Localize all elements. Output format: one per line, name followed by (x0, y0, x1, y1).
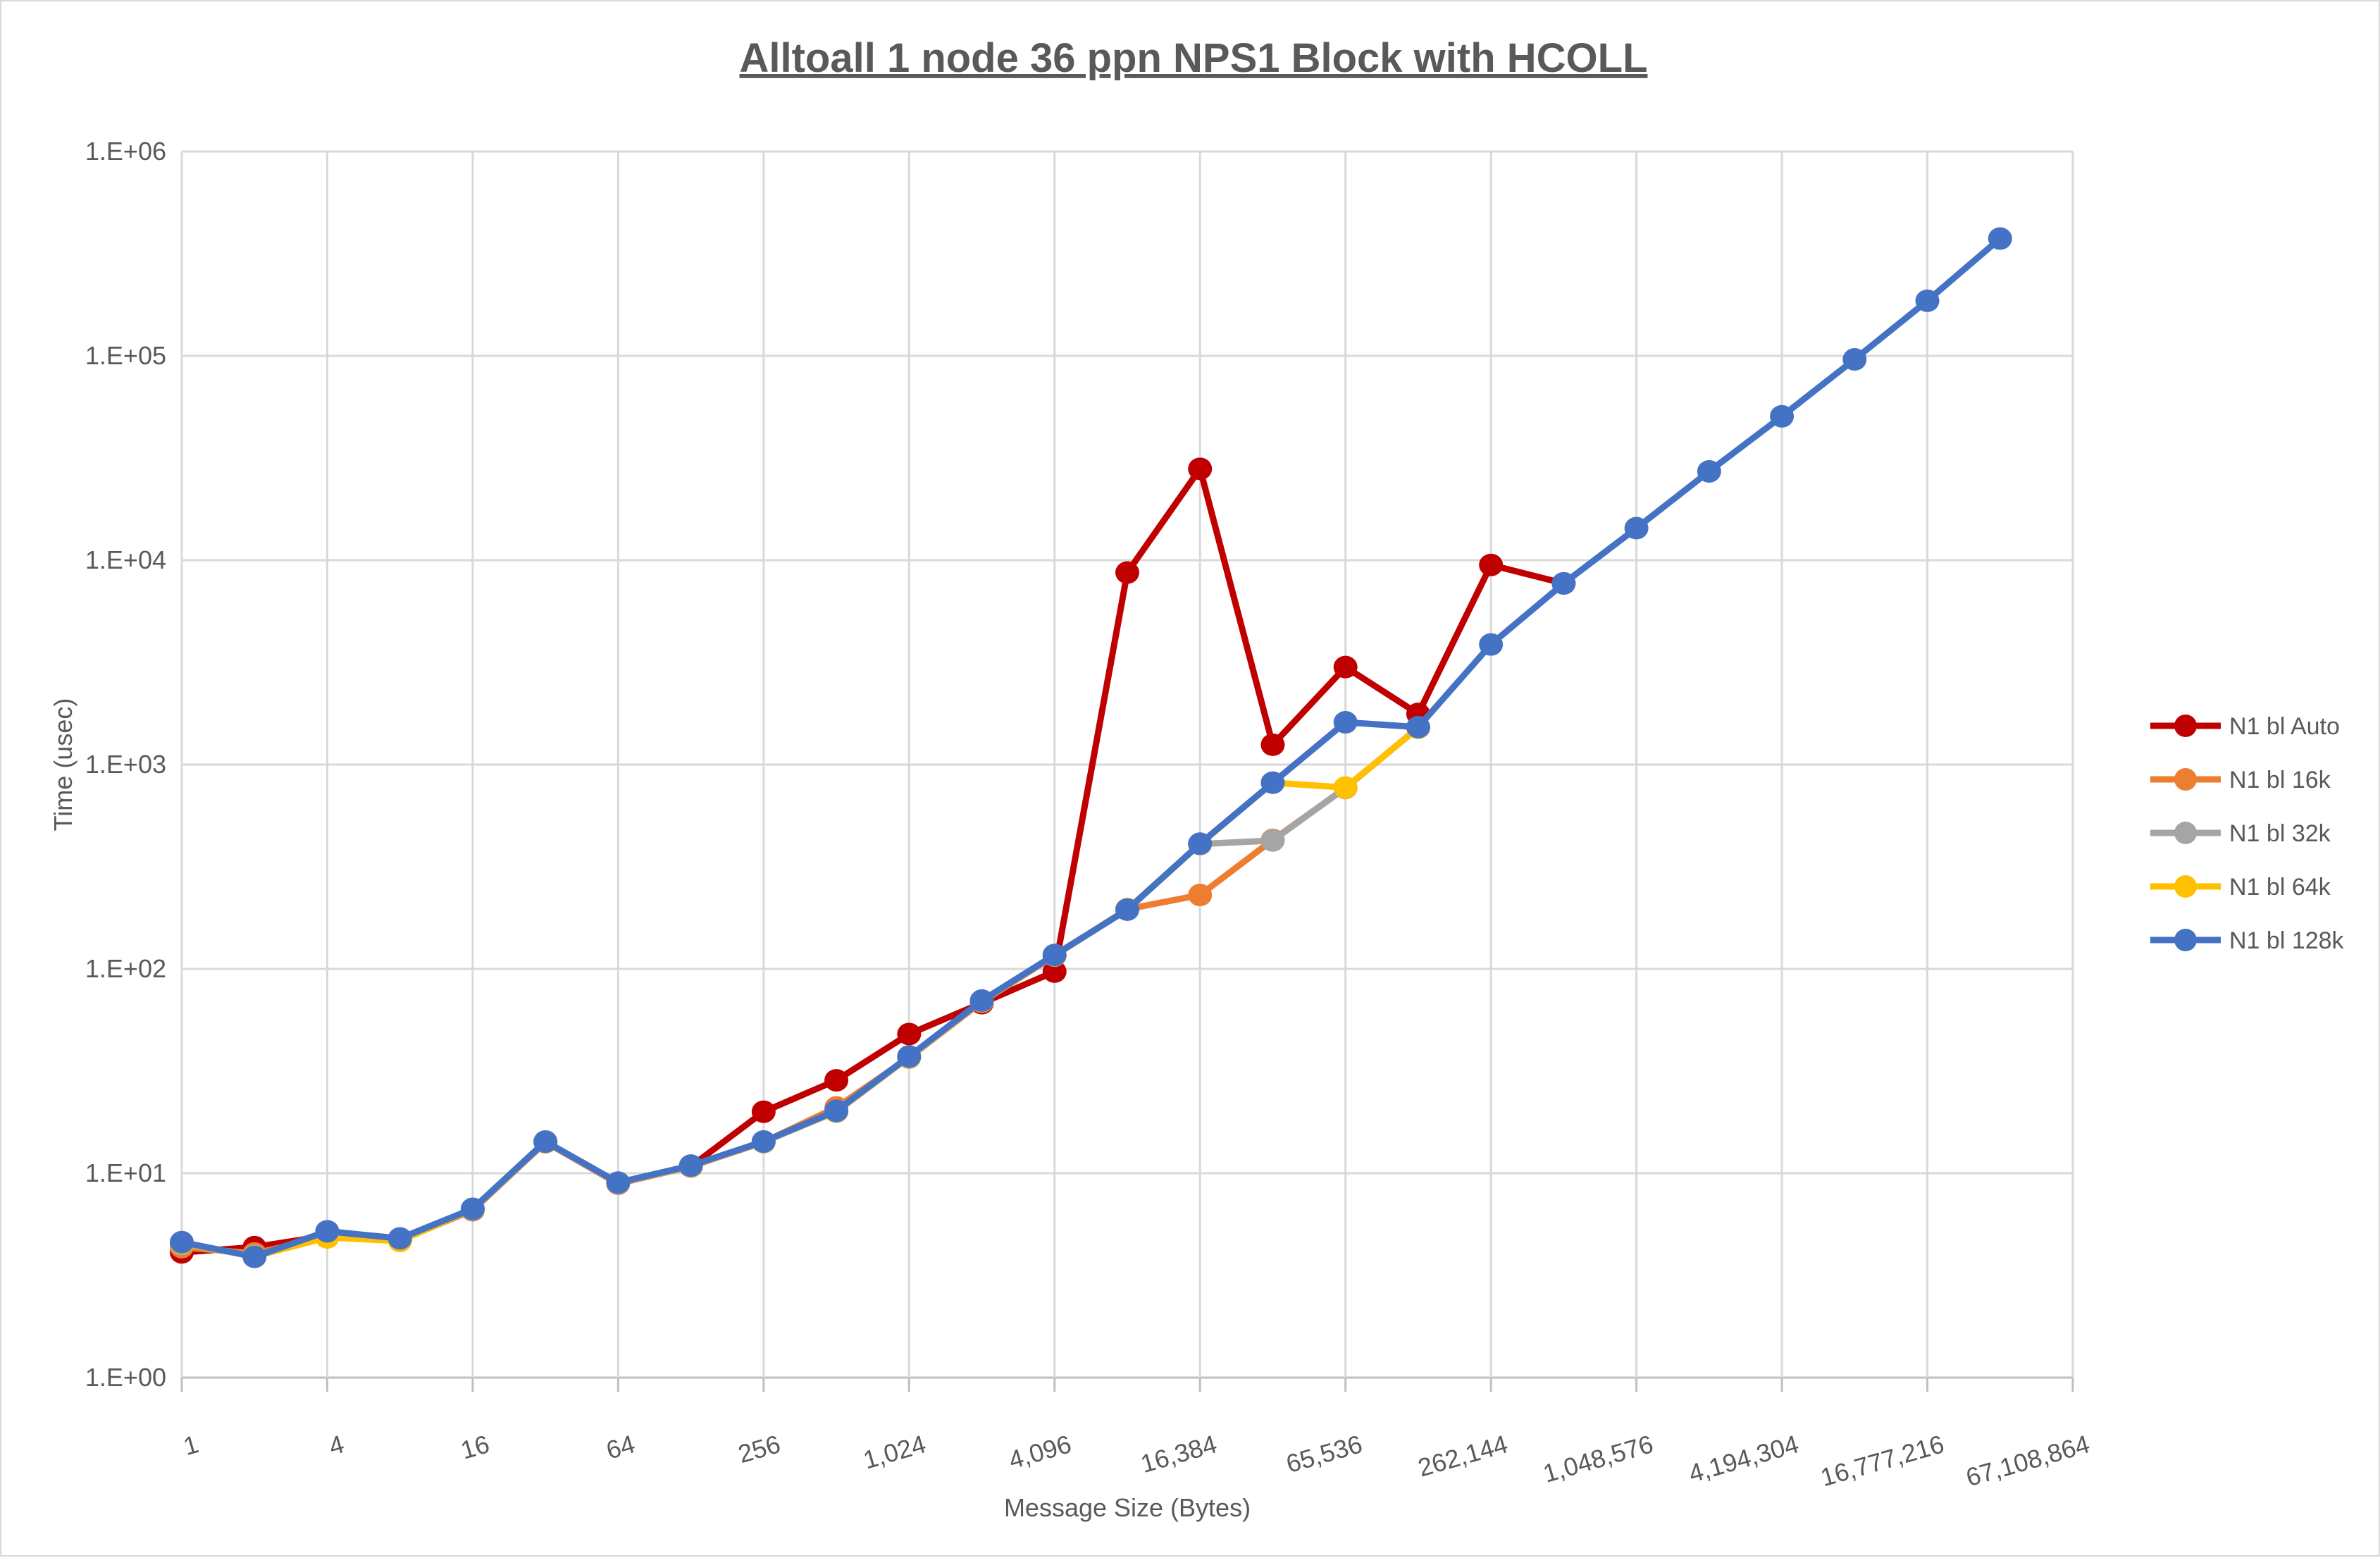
series-line-n1-bl-16k (178, 724, 1422, 1257)
y-tick-label: 1.E+00 (85, 1363, 166, 1392)
x-axis-title: Message Size (Bytes) (1004, 1493, 1251, 1522)
data-point-n1-bl-128k (606, 1171, 631, 1194)
series-n1-bl-32k (170, 716, 1430, 1267)
gridlines (180, 150, 2074, 1379)
data-point-n1-bl-128k (388, 1227, 412, 1250)
y-tick-label: 1.E+03 (85, 750, 166, 779)
data-point-n1-bl-128k (824, 1099, 849, 1123)
legend-marker-n1-bl-64k (2174, 875, 2197, 898)
x-tick-label: 64 (603, 1429, 638, 1464)
data-point-n1-bl-128k (1551, 571, 1576, 595)
series-n1-bl-auto (170, 457, 1576, 1264)
y-tick-label: 1.E+01 (85, 1158, 166, 1187)
data-point-n1-bl-128k (170, 1230, 194, 1254)
series-line-n1-bl-auto (178, 465, 1567, 1256)
data-point-n1-bl-128k (1479, 633, 1504, 656)
data-point-n1-bl-128k (1842, 348, 1867, 371)
x-tick-label: 4,096 (1005, 1429, 1074, 1474)
legend-item-n1-bl-128k[interactable]: N1 bl 128k (2150, 927, 2345, 954)
data-point-n1-bl-128k (1915, 289, 1940, 312)
data-point-n1-bl-128k (1333, 711, 1358, 734)
data-point-n1-bl-128k (751, 1130, 776, 1153)
plot-series (170, 227, 2012, 1268)
axis-tick-labels: 1.E+00 1.E+01 1.E+02 1.E+03 1.E+04 1.E+05 1.E+… (85, 137, 2093, 1492)
data-point-n1-bl-128k (678, 1154, 703, 1177)
legend-marker-n1-bl-16k (2174, 768, 2197, 791)
data-point-n1-bl-128k (897, 1045, 922, 1068)
data-point-n1-bl-128k (1115, 898, 1139, 921)
series-n1-bl-128k (170, 227, 2012, 1268)
data-point-n1-bl-auto (824, 1069, 849, 1092)
y-tick-label: 1.E+06 (85, 137, 166, 166)
data-point-n1-bl-128k (969, 989, 994, 1012)
data-point-n1-bl-auto (1333, 655, 1358, 679)
data-point-n1-bl-128k (1406, 715, 1430, 738)
x-tick-label: 16 (457, 1429, 492, 1464)
data-point-n1-bl-auto (1115, 561, 1139, 584)
data-point-n1-bl-auto (1188, 457, 1213, 481)
data-point-n1-bl-64k (1333, 776, 1358, 799)
legend-item-n1-bl-16k[interactable]: N1 bl 16k (2150, 767, 2331, 793)
data-point-n1-bl-auto (897, 1022, 922, 1046)
x-tick-label: 1 (180, 1429, 202, 1461)
data-point-n1-bl-128k (315, 1220, 340, 1243)
data-point-n1-bl-32k (1260, 829, 1285, 852)
series-line-n1-bl-128k (178, 235, 2004, 1261)
legend-item-n1-bl-64k[interactable]: N1 bl 64k (2150, 874, 2331, 901)
data-point-n1-bl-128k (533, 1130, 558, 1153)
data-point-n1-bl-128k (1988, 227, 2012, 250)
legend-marker-n1-bl-32k (2174, 822, 2197, 844)
series-line-n1-bl-32k (178, 724, 1422, 1259)
legend-item-n1-bl-32k[interactable]: N1 bl 32k (2150, 820, 2331, 847)
data-point-n1-bl-auto (1260, 733, 1285, 756)
y-tick-label: 1.E+02 (85, 954, 166, 983)
legend-marker-n1-bl-auto (2174, 715, 2197, 737)
axes (180, 1378, 2074, 1392)
legend-marker-n1-bl-128k (2174, 929, 2197, 951)
y-tick-label: 1.E+04 (85, 545, 166, 574)
data-point-n1-bl-128k (460, 1197, 485, 1220)
x-tick-label: 262,144 (1415, 1429, 1511, 1482)
x-tick-label: 67,108,864 (1963, 1429, 2093, 1492)
chart-title: Alltoall 1 node 36 ppn NPS1 Block with H… (739, 35, 1647, 81)
series-line-n1-bl-64k (178, 724, 1422, 1260)
data-point-n1-bl-auto (751, 1100, 776, 1123)
legend-item-n1-bl-auto[interactable]: N1 bl Auto (2150, 713, 2340, 740)
data-point-n1-bl-128k (1697, 459, 1721, 483)
x-tick-label: 16,777,216 (1817, 1429, 1947, 1492)
legend-label-n1-bl-128k: N1 bl 128k (2229, 927, 2345, 954)
data-point-n1-bl-128k (1770, 404, 1795, 428)
data-point-n1-bl-128k (242, 1245, 267, 1268)
legend-label-n1-bl-16k: N1 bl 16k (2229, 767, 2331, 793)
legend-label-n1-bl-32k: N1 bl 32k (2229, 820, 2331, 847)
data-point-n1-bl-128k (1188, 832, 1213, 855)
x-tick-label: 4,194,304 (1685, 1429, 1802, 1488)
legend-label-n1-bl-64k: N1 bl 64k (2229, 874, 2331, 901)
x-tick-label: 16,384 (1137, 1429, 1220, 1478)
data-point-n1-bl-128k (1624, 517, 1649, 540)
x-tick-label: 1,048,576 (1540, 1429, 1656, 1488)
x-tick-label: 4 (326, 1429, 347, 1461)
legend-label-n1-bl-auto: N1 bl Auto (2229, 713, 2340, 740)
series-n1-bl-16k (170, 716, 1430, 1265)
data-point-n1-bl-auto (1479, 553, 1504, 576)
x-tick-label: 65,536 (1283, 1429, 1365, 1478)
x-tick-label: 1,024 (860, 1429, 929, 1474)
legend: N1 bl Auto N1 bl 16k N1 bl 32k N1 bl 64k N1 … (2150, 713, 2345, 954)
y-axis-title: Time (usec) (49, 698, 78, 831)
x-tick-label: 256 (735, 1429, 783, 1469)
data-point-n1-bl-128k (1042, 944, 1067, 967)
data-point-n1-bl-128k (1260, 771, 1285, 794)
data-point-n1-bl-16k (1188, 884, 1213, 907)
data-point-n1-bl-auto (1042, 960, 1067, 983)
y-tick-label: 1.E+05 (85, 341, 166, 370)
series-n1-bl-64k (170, 716, 1430, 1268)
